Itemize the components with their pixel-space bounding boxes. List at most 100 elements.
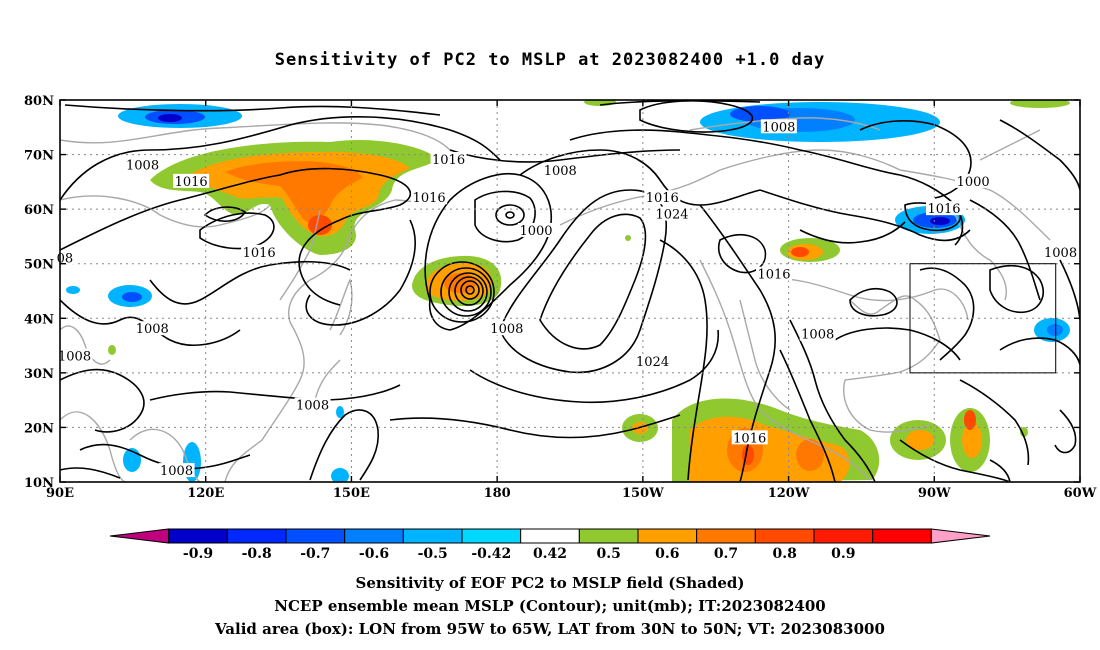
- map-frame: [59, 99, 1081, 483]
- contour-label-bg: [542, 162, 579, 177]
- contour-label-bg: [134, 321, 171, 336]
- contour-label-bg: [124, 157, 161, 172]
- contour-label-bg: [955, 173, 992, 188]
- colorbar-swatch: [461, 528, 522, 544]
- lon-tick-label: 120E: [187, 486, 224, 501]
- lat-tick-label: 40N: [24, 312, 54, 327]
- contour-label-bg: [488, 321, 525, 336]
- contour-label: 1008: [762, 120, 795, 135]
- contour-label-bg: [294, 397, 331, 412]
- contour-label: 1016: [243, 246, 276, 261]
- contour-label: 1000: [519, 224, 552, 239]
- lon-tick-label: 90E: [46, 486, 74, 501]
- colorbar-swatch: [872, 528, 932, 544]
- coastlines: [60, 117, 1051, 482]
- contour-label-bg: [634, 353, 671, 368]
- contour-label-bg: [411, 190, 448, 205]
- colorbar-swatch: [754, 528, 815, 544]
- lon-tick-label: 150E: [333, 486, 370, 501]
- lat-tick-label: 70N: [24, 149, 54, 164]
- colorbar-label: -0.7: [300, 546, 330, 562]
- contour-label-bg: [799, 326, 836, 341]
- contour-label: 1008: [801, 328, 834, 343]
- colorbar-label: -0.5: [418, 546, 448, 562]
- contour-label: 1016: [927, 202, 960, 217]
- contour-label: 1016: [432, 153, 465, 168]
- lon-tick-label: 180: [484, 486, 511, 501]
- lon-tick-label: 120W: [768, 486, 810, 501]
- colorbar-label: -0.6: [359, 546, 389, 562]
- colorbar-arrow-right: [930, 528, 991, 544]
- caption-contour: NCEP ensemble mean MSLP (Contour); unit(…: [274, 597, 826, 615]
- contour-label: 1008: [126, 158, 159, 173]
- colorbar-swatch: [285, 528, 346, 544]
- contour-label: 1000: [957, 175, 990, 190]
- lon-tick-label: 60W: [1064, 486, 1097, 501]
- contour-label: 1008: [544, 164, 577, 179]
- lon-tick-label: 90W: [918, 486, 951, 501]
- lat-tick-label: 20N: [24, 421, 54, 436]
- contour-label-bg: [654, 206, 690, 221]
- contour-labels: 1008 1016 1016 1016 1016 1008 1000 1008 1016 1024…: [54, 119, 1079, 479]
- lat-tick-label: 60N: [24, 203, 54, 218]
- positive-sensitivity-shading: [108, 100, 1070, 482]
- colorbar-label: 0.5: [596, 546, 620, 562]
- contour-label: 1008: [136, 322, 169, 337]
- contour-label: 1016: [757, 268, 790, 283]
- colorbar: -0.9 -0.8 -0.7 -0.6 -0.5 -0.42 0.42 0.5 0.6 0.7 0.…: [109, 528, 991, 562]
- caption-valid-area: Valid area (box): LON from 95W to 65W, L…: [215, 620, 885, 638]
- contour-label-bg: [158, 463, 195, 478]
- contour-label: 1008: [490, 322, 523, 337]
- valid-area-box: [909, 263, 1057, 374]
- map-title: Sensitivity of PC2 to MSLP at 2023082400…: [274, 50, 826, 70]
- contour-label: 1008: [58, 349, 91, 364]
- contour-label-bg: [1042, 244, 1079, 259]
- colorbar-swatch: [813, 528, 874, 544]
- contour-label-bg: [644, 190, 681, 205]
- colorbar-label: 0.8: [772, 546, 796, 562]
- lon-tick-label: 150W: [622, 486, 664, 501]
- colorbar-label: 0.9: [831, 546, 855, 562]
- colorbar-swatch: [344, 528, 404, 544]
- map-axes: 90E 120E 150E 180 150W 120W 90W 60W 10N 20N 30N 40N…: [24, 94, 1097, 501]
- contour-label: 1016: [733, 431, 766, 446]
- colorbar-swatch: [578, 528, 639, 544]
- colorbar-swatch: [226, 528, 287, 544]
- contour-label-bg: [241, 244, 278, 259]
- colorbar-label: 0.7: [714, 546, 738, 562]
- contour-label-bg: [173, 173, 210, 188]
- lat-tick-label: 80N: [24, 94, 54, 109]
- caption-shading: Sensitivity of EOF PC2 to MSLP field (Sh…: [355, 574, 745, 592]
- contour-label-bg: [760, 119, 797, 134]
- colorbar-swatch: [168, 528, 228, 544]
- colorbar-label: 0.42: [533, 546, 567, 562]
- contour-label: 1008: [1044, 246, 1077, 261]
- contour-label-bg: [430, 152, 467, 167]
- contour-label-bg: [518, 222, 554, 237]
- colorbar-label: -0.42: [471, 546, 511, 562]
- lat-tick-label: 10N: [24, 476, 54, 491]
- colorbar-swatch: [637, 528, 698, 544]
- colorbar-swatch: [696, 528, 756, 544]
- colorbar-swatch: [520, 528, 580, 544]
- colorbar-arrow-left: [109, 528, 170, 544]
- contour-label-bg: [926, 201, 962, 216]
- contour-label: 1016: [413, 191, 446, 206]
- contour-label-bg: [731, 430, 768, 445]
- contour-label: 1016: [175, 175, 208, 190]
- colorbar-swatch: [402, 528, 463, 544]
- shading-layer: [60, 100, 1080, 482]
- contour-label: 1008: [160, 464, 193, 479]
- contour-label: 1024: [655, 208, 688, 223]
- contour-label: 1024: [636, 355, 669, 370]
- colorbar-label: -0.8: [242, 546, 272, 562]
- lat-tick-label: 30N: [24, 367, 54, 382]
- map-grid: [60, 100, 1080, 482]
- contour-label: 1008: [296, 399, 329, 414]
- contour-label-bg: [56, 348, 93, 363]
- contour-label: 1016: [646, 191, 679, 206]
- lat-tick-label: 50N: [24, 258, 54, 273]
- colorbar-label: -0.9: [183, 546, 213, 562]
- contour-label-bg: [756, 266, 792, 281]
